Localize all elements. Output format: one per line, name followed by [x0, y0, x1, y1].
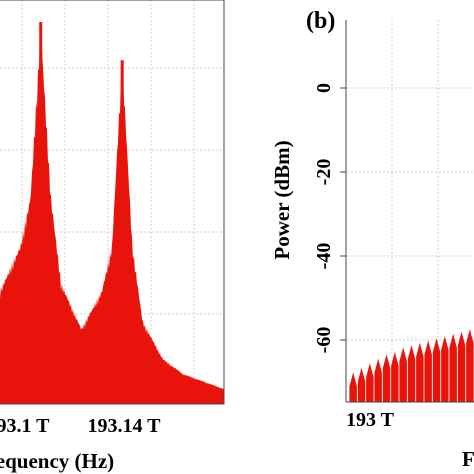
panel-b-comb-line: [357, 367, 366, 402]
panel-a-x-axis-label: Frequency (Hz): [0, 449, 114, 473]
panel-b-comb-line: [466, 329, 474, 402]
panel-a-x-tick-label: 193.1 T: [0, 415, 50, 437]
panel-b-y-axis-label: Power (dBm): [270, 140, 294, 259]
panel-b-comb-line: [457, 331, 466, 402]
panel-b-comb-line: [374, 358, 382, 402]
panel-a-x-tick-label: 193.14 T: [88, 415, 162, 437]
panel-a: 193.1 T 193.14 T Frequency (Hz): [0, 0, 226, 473]
panel-a-frame: [0, 0, 225, 405]
panel-b-y-tick-label: -20: [313, 159, 335, 186]
panel-b-comb-line: [382, 354, 391, 402]
panel-b-x-axis-label: F: [462, 447, 474, 471]
panel-b-y-tick-label: -60: [313, 327, 335, 354]
panel-a-series-area: [0, 37, 224, 405]
panel-b-y-tick-label: 0: [313, 83, 335, 93]
panel-b-comb-line: [399, 347, 407, 402]
panel-b-comb-line: [449, 333, 457, 402]
panel-b-comb-line: [349, 372, 357, 402]
panel-b: (b) 0 -20 -40 -60 Power (dBm) 193 T F: [270, 8, 474, 471]
panel-b-comb-line: [407, 345, 416, 402]
panel-b-panel-label: (b): [306, 8, 335, 34]
panel-b-y-tick-label: -40: [313, 243, 335, 270]
panel-a-series: [0, 22, 224, 405]
panel-b-x-tick-label: 193 T: [346, 409, 395, 431]
panel-b-comb-line: [432, 338, 441, 402]
panel-b-comb-line: [424, 340, 432, 402]
panel-b-comb-line: [416, 342, 424, 402]
panel-b-comb-line: [441, 336, 449, 402]
panel-b-comb-line: [366, 363, 374, 402]
panel-b-comb-line: [391, 352, 399, 402]
panel-b-series: [349, 329, 474, 402]
